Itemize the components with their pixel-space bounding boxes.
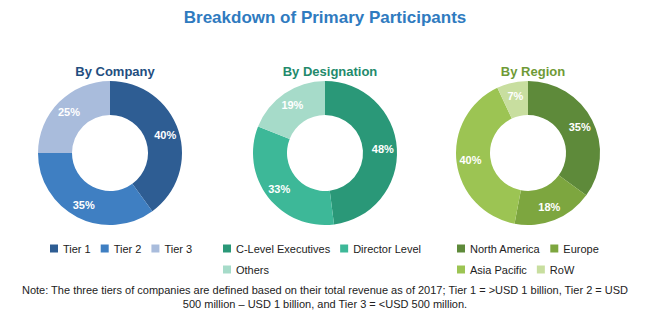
svg-text:Tier 3: Tier 3 <box>164 243 192 255</box>
svg-text:By Designation: By Designation <box>283 64 378 79</box>
svg-text:Europe: Europe <box>563 243 598 255</box>
svg-text:Asia Pacific: Asia Pacific <box>470 264 527 276</box>
svg-text:C-Level Executives: C-Level Executives <box>236 243 331 255</box>
svg-text:25%: 25% <box>58 106 80 118</box>
svg-text:Tier 2: Tier 2 <box>114 243 142 255</box>
html-text:Note: The three tiers of compa: Note: The three tiers of companies are d… <box>22 284 628 310</box>
svg-text:40%: 40% <box>459 154 481 166</box>
svg-text:18%: 18% <box>538 201 560 213</box>
svg-text:By Company: By Company <box>75 64 155 79</box>
svg-text:RoW: RoW <box>550 264 575 276</box>
svg-text:48%: 48% <box>372 143 394 155</box>
svg-text:35%: 35% <box>73 199 95 211</box>
svg-text:35%: 35% <box>569 121 591 133</box>
svg-text:40%: 40% <box>154 129 176 141</box>
svg-text:7%: 7% <box>507 90 523 102</box>
svg-text:Director Level: Director Level <box>353 243 421 255</box>
svg-text:By Region: By Region <box>501 64 565 79</box>
svg-text:North America: North America <box>470 243 541 255</box>
svg-text:Breakdown of Primary Participa: Breakdown of Primary Participants <box>184 8 466 27</box>
svg-text:Tier 1: Tier 1 <box>63 243 91 255</box>
svg-text:33%: 33% <box>268 183 290 195</box>
svg-text:Others: Others <box>236 264 270 276</box>
svg-text:19%: 19% <box>281 99 303 111</box>
